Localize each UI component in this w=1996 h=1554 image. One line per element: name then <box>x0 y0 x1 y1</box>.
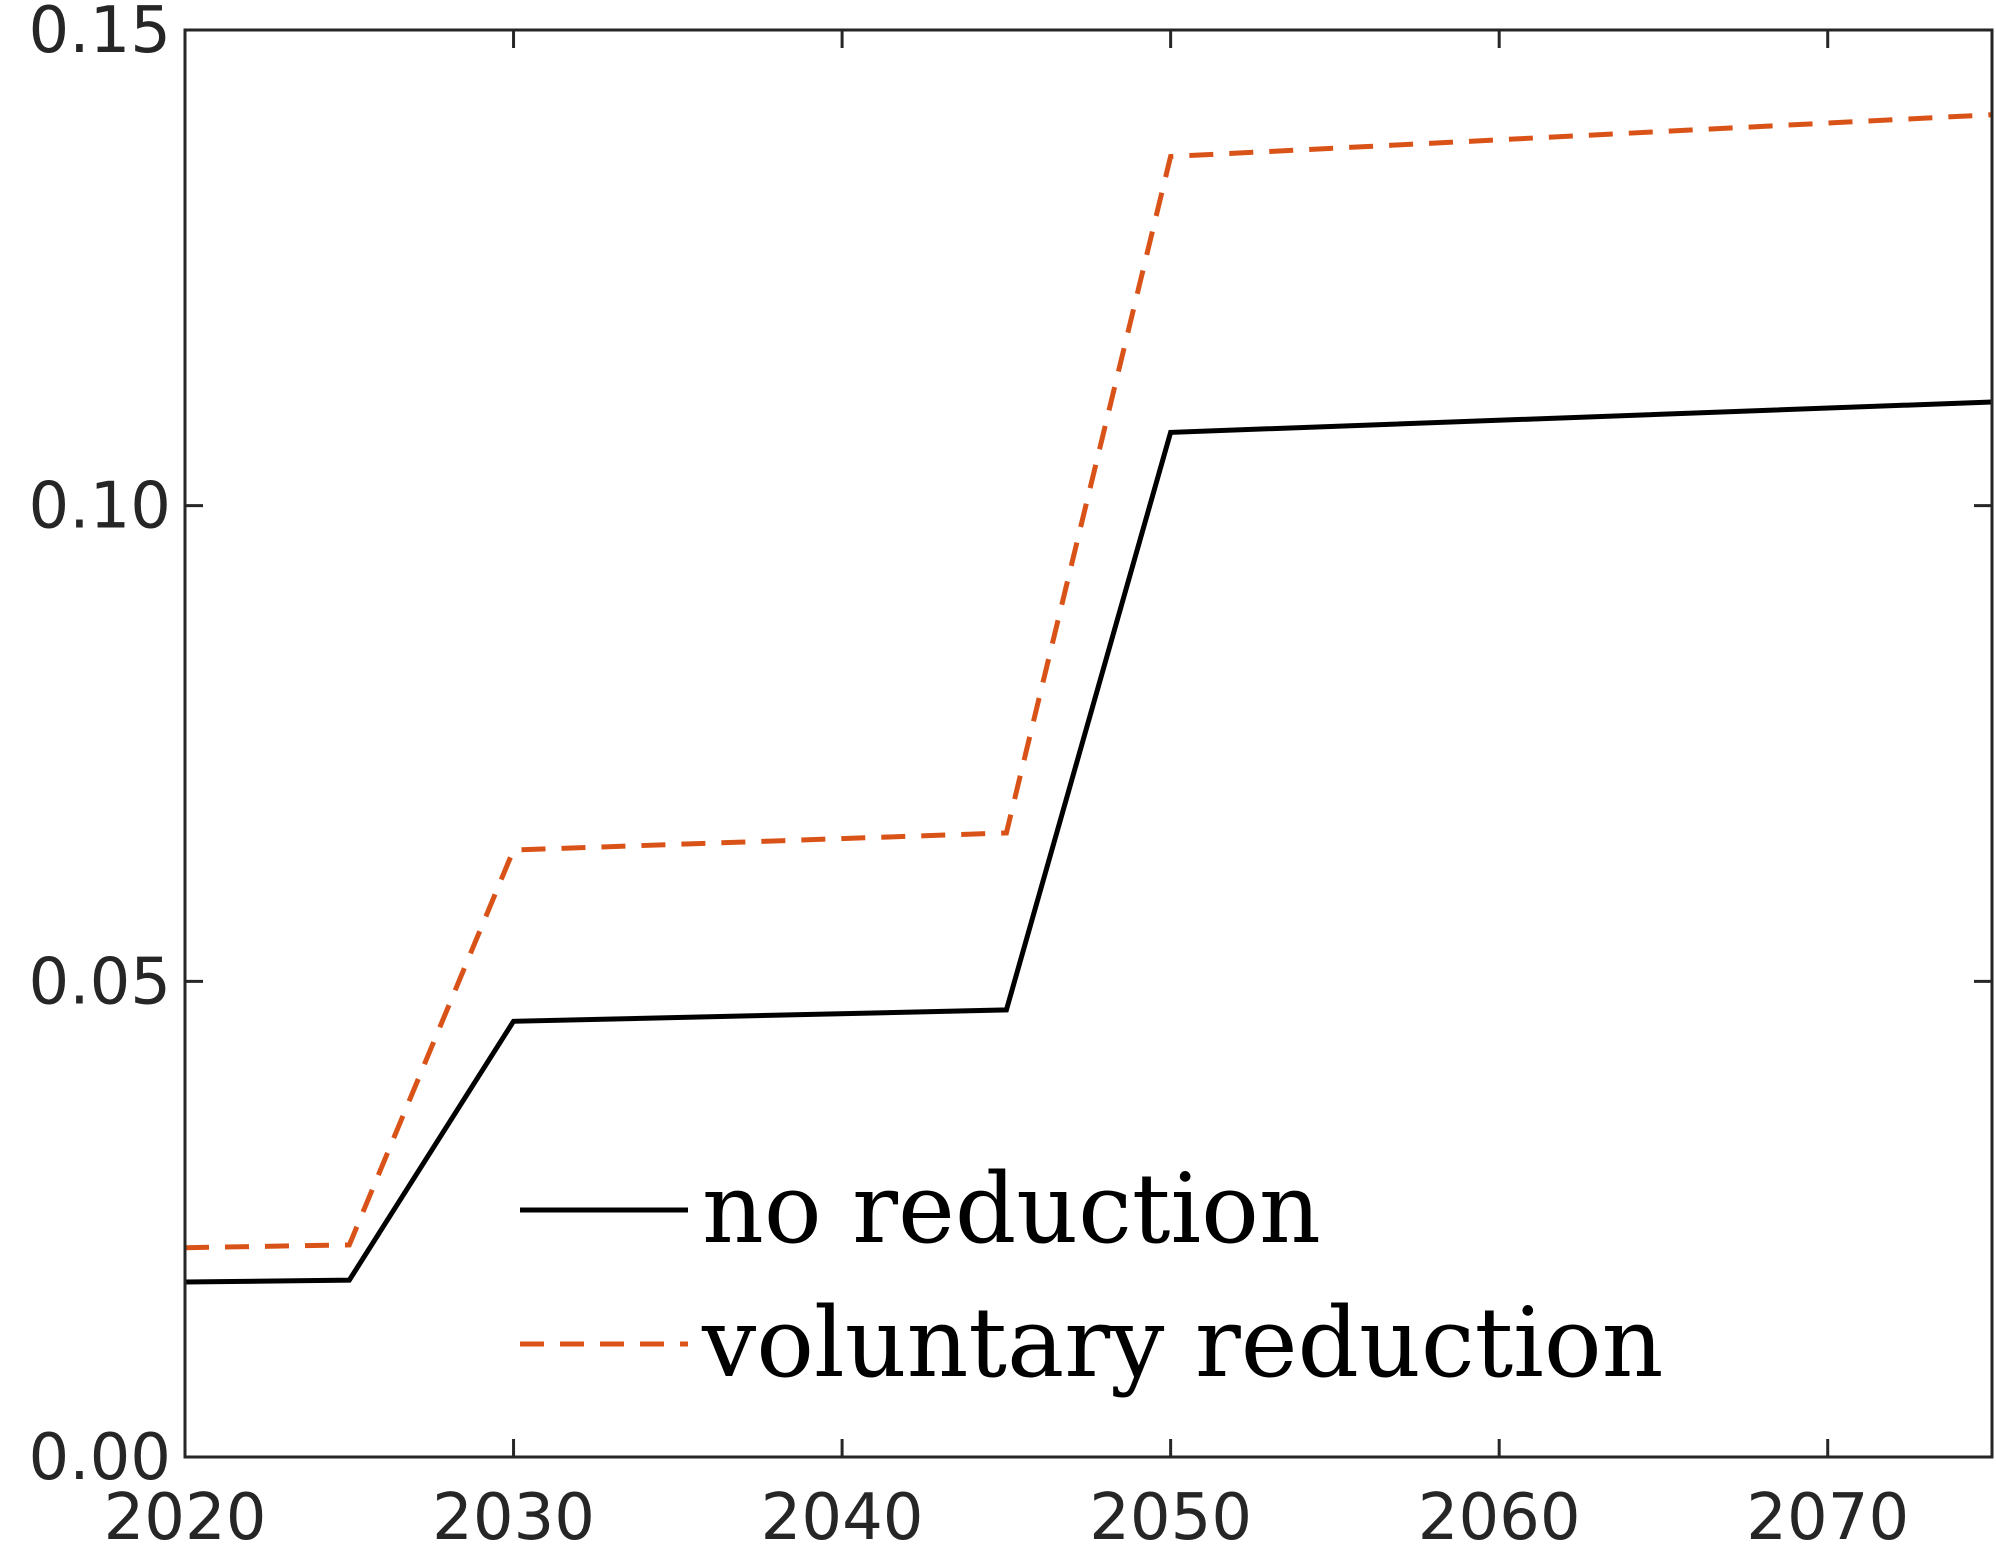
axes <box>183 28 1994 1459</box>
series-line-1 <box>184 399 1993 1285</box>
x-tick-label: 2050 <box>1089 1481 1252 1554</box>
x-tick-label: 2020 <box>104 1481 267 1554</box>
y-tick-label: 0.05 <box>29 945 172 1019</box>
plot-lines <box>184 112 1993 1285</box>
x-tick-label: 2070 <box>1746 1481 1909 1554</box>
ticks: 2020 2030 2040 2050 2060 2070 0.00 0.05 0.10 0.15 <box>29 0 1992 1554</box>
x-tick-label: 2060 <box>1418 1481 1581 1554</box>
plot-frame <box>183 28 1994 1459</box>
y-tick-label: 0.10 <box>29 470 172 544</box>
legend: no reduction voluntary reduction <box>520 1153 1664 1399</box>
y-tick-label: 0.00 <box>29 1421 172 1495</box>
legend-label-1: no reduction <box>702 1153 1321 1265</box>
y-tick-label: 0.15 <box>29 0 172 68</box>
x-tick-label: 2040 <box>761 1481 924 1554</box>
legend-label-2: voluntary reduction <box>701 1287 1664 1399</box>
series-line-2 <box>184 112 1993 1251</box>
x-tick-label: 2030 <box>432 1481 595 1554</box>
